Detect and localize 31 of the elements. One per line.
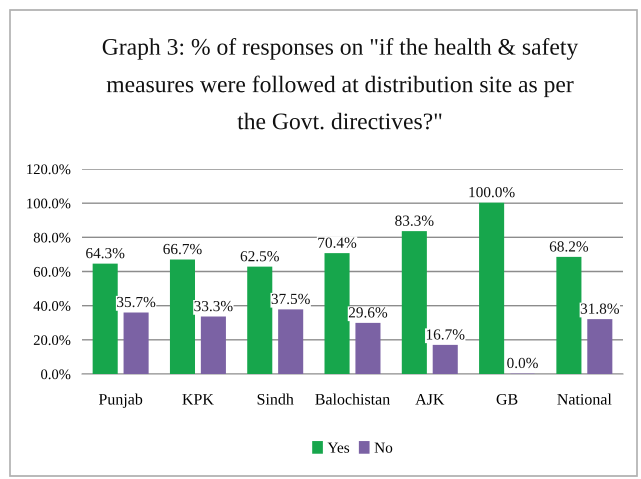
- data-label: 64.3%: [86, 248, 124, 258]
- legend-label: No: [374, 442, 392, 453]
- data-label: 31.8%: [580, 303, 620, 314]
- data-label: 35.7%: [117, 296, 156, 308]
- data-label: 83.3%: [395, 216, 434, 226]
- data-label: 33.3%: [194, 300, 233, 312]
- data-label: 0.0%: [507, 358, 538, 368]
- legend-label: Yes: [328, 442, 350, 453]
- y-tick-label: 40.0%: [34, 301, 70, 311]
- x-tick-label: Punjab: [98, 393, 142, 408]
- data-label: 66.7%: [163, 244, 202, 254]
- x-tick-label: GB: [496, 394, 518, 405]
- data-label: 29.6%: [348, 307, 388, 318]
- y-tick-label: 20.0%: [34, 335, 70, 346]
- x-tick-label: AJK: [415, 394, 444, 405]
- data-label: 37.5%: [272, 294, 310, 304]
- y-tick-label: 120.0%: [27, 164, 70, 174]
- data-label: 70.4%: [318, 238, 356, 248]
- data-label: 68.2%: [550, 241, 588, 252]
- data-label: 100.0%: [469, 186, 515, 198]
- x-tick-label: KPK: [182, 394, 214, 405]
- data-label: 62.5%: [240, 251, 279, 262]
- y-tick-label: 60.0%: [34, 266, 70, 277]
- x-tick-label: Balochistan: [315, 393, 390, 405]
- x-tick-label: Sindh: [258, 393, 294, 405]
- data-label: 16.7%: [426, 329, 464, 340]
- x-tick-label: National: [557, 393, 612, 405]
- y-tick-label: 80.0%: [34, 232, 70, 243]
- y-tick-label: 100.0%: [27, 198, 70, 208]
- chart-title: Graph 3: % of responses on "if the health & safety measures were followed at distribution site as per the Govt. directives?": [102, 38, 578, 130]
- y-tick-label: 0.0%: [41, 369, 70, 380]
